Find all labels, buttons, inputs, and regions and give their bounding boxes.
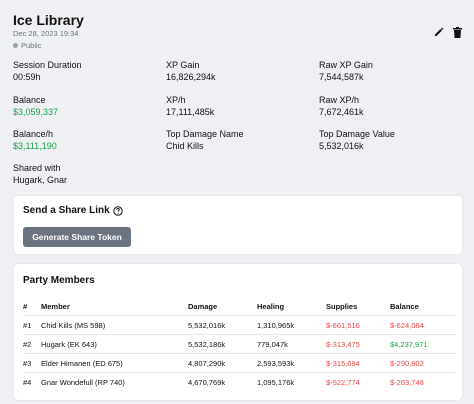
stat-label: Balance/h <box>13 129 54 139</box>
member-balance: $-290,802 <box>390 359 424 368</box>
dot-icon <box>13 43 18 48</box>
party-members-card: Party Members # Member Damage Healing Su… <box>13 263 463 401</box>
stat-top-damage-value: Top Damage Value 5,532,016k <box>319 129 395 152</box>
visibility-status: Public <box>13 41 41 50</box>
column-header-supplies[interactable]: Supplies <box>326 302 358 311</box>
stat-label: Session Duration <box>13 60 82 70</box>
member-name: Chid Kills (MS 598) <box>41 321 106 330</box>
table-row[interactable]: #3 Elder Himanen (ED 675) 4,807,290k 2,5… <box>23 353 455 372</box>
stat-value: $3,059,337 <box>13 107 59 117</box>
delete-button[interactable] <box>451 26 463 38</box>
stat-value: 5,532,016k <box>319 141 364 151</box>
table-header: # Member Damage Healing Supplies Balance <box>23 300 455 314</box>
stat-xp-per-hour: XP/h 17,111,485k <box>166 95 214 118</box>
member-supplies: $-315,694 <box>326 359 360 368</box>
member-damage: 5,532,016k <box>188 321 226 330</box>
table-row[interactable]: #4 Gnar Wondefull (RP 740) 4,670,769k 1,… <box>23 372 455 391</box>
column-header-balance[interactable]: Balance <box>390 302 419 311</box>
member-supplies: $-522,774 <box>326 378 360 387</box>
stat-value: Chid Kills <box>166 141 204 151</box>
member-name: Hugark (EK 643) <box>41 340 97 349</box>
stat-balance-per-hour: Balance/h $3,111,190 <box>13 129 57 152</box>
member-balance: $-263,748 <box>390 378 424 387</box>
column-header-member[interactable]: Member <box>41 302 70 311</box>
member-healing: 1,310,965k <box>257 321 295 330</box>
stat-balance: Balance $3,059,337 <box>13 95 58 118</box>
stat-label: XP Gain <box>166 60 200 70</box>
member-supplies: $-661,516 <box>326 321 360 330</box>
table-row[interactable]: #2 Hugark (EK 643) 5,532,186k 779,047k $… <box>23 334 455 353</box>
stat-label: Balance <box>13 95 46 105</box>
stat-value: 7,672,461k <box>319 107 364 117</box>
stat-label: XP/h <box>166 95 186 105</box>
row-number: #3 <box>23 359 32 368</box>
stat-value: 17,111,485k <box>166 107 215 117</box>
member-healing: 1,095,176k <box>257 378 295 387</box>
member-supplies: $-313,475 <box>326 340 360 349</box>
stat-xp-gain: XP Gain 16,826,294k <box>166 60 216 83</box>
column-header-damage[interactable]: Damage <box>188 302 218 311</box>
column-header-num[interactable]: # <box>23 302 28 311</box>
stat-value: $3,111,190 <box>13 141 57 151</box>
session-title: Ice Library <box>13 12 84 28</box>
stat-label: Raw XP/h <box>319 95 360 105</box>
stat-value: 16,826,294k <box>166 72 216 82</box>
stat-value: 7,544,587k <box>319 72 364 82</box>
question-circle-icon[interactable] <box>113 205 123 216</box>
stat-value: 00:59h <box>13 72 41 82</box>
member-balance: $-624,084 <box>390 321 424 330</box>
member-name: Elder Himanen (ED 675) <box>41 359 123 368</box>
member-damage: 5,532,186k <box>188 340 226 349</box>
party-members-title: Party Members <box>23 275 95 286</box>
trash-icon <box>452 26 462 38</box>
stat-top-damage-name: Top Damage Name Chid Kills <box>166 129 244 152</box>
stat-label: Raw XP Gain <box>319 60 373 70</box>
stat-label: Top Damage Name <box>166 129 244 139</box>
member-damage: 4,670,769k <box>188 378 226 387</box>
share-link-heading: Send a Share Link <box>23 205 123 216</box>
pencil-icon <box>435 27 444 36</box>
share-link-title: Send a Share Link <box>23 205 110 216</box>
stat-label: Top Damage Value <box>319 129 395 139</box>
edit-button[interactable] <box>433 26 445 38</box>
share-link-card: Send a Share Link Generate Share Token <box>13 195 463 255</box>
member-damage: 4,807,290k <box>188 359 226 368</box>
stat-session-duration: Session Duration 00:59h <box>13 60 82 83</box>
stat-raw-xp-gain: Raw XP Gain 7,544,587k <box>319 60 373 83</box>
member-balance: $4,237,971 <box>390 340 428 349</box>
row-number: #2 <box>23 340 32 349</box>
stat-shared-with: Shared with Hugark, Gnar <box>13 163 67 186</box>
row-number: #1 <box>23 321 32 330</box>
member-healing: 2,593,593k <box>257 359 295 368</box>
visibility-label: Public <box>21 41 42 50</box>
row-number: #4 <box>23 378 32 387</box>
stat-raw-xp-per-hour: Raw XP/h 7,672,461k <box>319 95 364 118</box>
generate-share-token-button[interactable]: Generate Share Token <box>23 227 131 247</box>
stat-value: Hugark, Gnar <box>13 175 68 185</box>
session-date: Dec 28, 2023 19:34 <box>13 29 79 38</box>
column-header-healing[interactable]: Healing <box>257 302 285 311</box>
member-name: Gnar Wondefull (RP 740) <box>41 378 125 387</box>
member-healing: 779,047k <box>257 340 288 349</box>
table-row[interactable]: #1 Chid Kills (MS 598) 5,532,016k 1,310,… <box>23 315 455 334</box>
stat-label: Shared with <box>13 163 61 173</box>
